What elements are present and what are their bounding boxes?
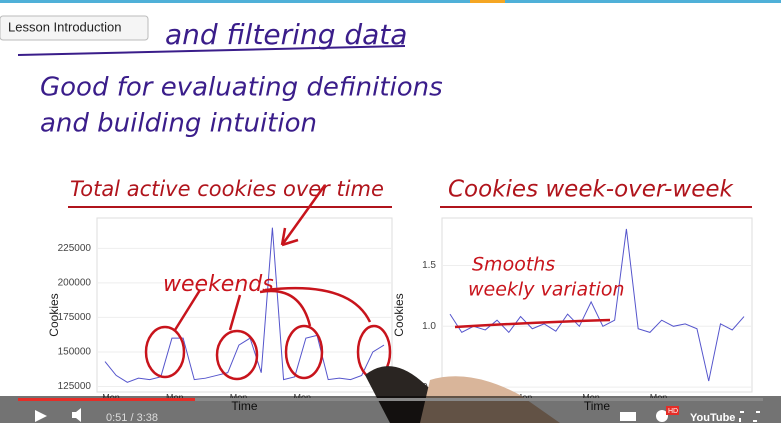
y-tick-label: 125000 xyxy=(58,381,92,392)
y-tick-label: 225000 xyxy=(58,243,92,254)
series-line xyxy=(104,227,385,383)
y-tick-label: 1.5 xyxy=(422,260,436,271)
annotation: weekly variation xyxy=(468,279,625,301)
time: 0:51 / 3:38 xyxy=(106,412,158,423)
text-line: Good for evaluating definitions xyxy=(40,73,443,103)
y-tick-label: 175000 xyxy=(58,312,92,323)
annotation: weekends xyxy=(163,272,274,297)
chart-title: Cookies week-over-week xyxy=(448,177,735,203)
settings-button[interactable] xyxy=(656,410,668,422)
plot-area xyxy=(96,217,393,393)
progress-track[interactable] xyxy=(18,398,763,401)
volume-button[interactable] xyxy=(72,408,81,422)
annotation: Smooths xyxy=(472,254,555,276)
y-tick-label: 200000 xyxy=(58,278,92,289)
hd-label: HD xyxy=(668,408,678,415)
y-axis-label: Cookies xyxy=(392,293,406,336)
text-line: and building intuition xyxy=(40,109,317,139)
chart-title: Total active cookies over time xyxy=(70,177,384,201)
charts: 125000150000175000200000225000MonMonMonM… xyxy=(47,217,753,413)
series-line xyxy=(449,228,745,382)
heading: and filtering data xyxy=(165,18,407,51)
y-axis-label: Cookies xyxy=(47,293,61,336)
y-tick-label: 1.0 xyxy=(422,321,436,332)
progress-played xyxy=(18,398,195,401)
heading-underline xyxy=(17,45,406,56)
top-bar-active xyxy=(470,0,505,3)
plot-area xyxy=(441,217,753,393)
top-bar xyxy=(0,0,781,3)
hd-badge xyxy=(666,406,679,415)
y-tick-label: 150000 xyxy=(58,347,92,358)
play-button[interactable] xyxy=(35,410,47,422)
tooltip-text: Lesson Introduction xyxy=(8,19,121,34)
tooltip xyxy=(0,15,149,41)
captions-button[interactable] xyxy=(620,412,636,421)
annotations xyxy=(144,184,611,381)
youtube-logo[interactable]: YouTube xyxy=(690,412,735,423)
